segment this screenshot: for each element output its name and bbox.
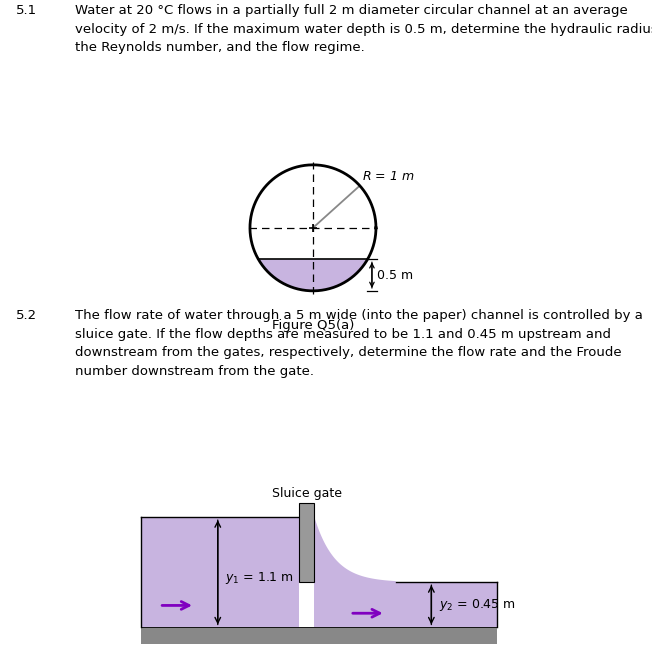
Polygon shape <box>299 503 314 582</box>
Text: $y_2$ = 0.45 m: $y_2$ = 0.45 m <box>439 597 516 613</box>
Text: 5.1: 5.1 <box>16 5 37 18</box>
Text: 0.5 m: 0.5 m <box>377 269 413 282</box>
Text: Sluice gate: Sluice gate <box>272 487 342 500</box>
Text: $y_1$ = 1.1 m: $y_1$ = 1.1 m <box>226 570 294 586</box>
Text: Figure Q5(a): Figure Q5(a) <box>272 319 354 332</box>
Polygon shape <box>258 259 368 291</box>
Text: Water at 20 °C flows in a partially full 2 m diameter circular channel at an ave: Water at 20 °C flows in a partially full… <box>75 5 652 54</box>
Text: 5.2: 5.2 <box>16 309 37 322</box>
Text: $R$ = 1 m: $R$ = 1 m <box>363 170 415 183</box>
Polygon shape <box>314 518 396 582</box>
Text: The flow rate of water through a 5 m wide (into the paper) channel is controlled: The flow rate of water through a 5 m wid… <box>75 309 643 378</box>
Polygon shape <box>141 518 299 628</box>
Polygon shape <box>141 628 497 644</box>
Polygon shape <box>314 582 497 628</box>
